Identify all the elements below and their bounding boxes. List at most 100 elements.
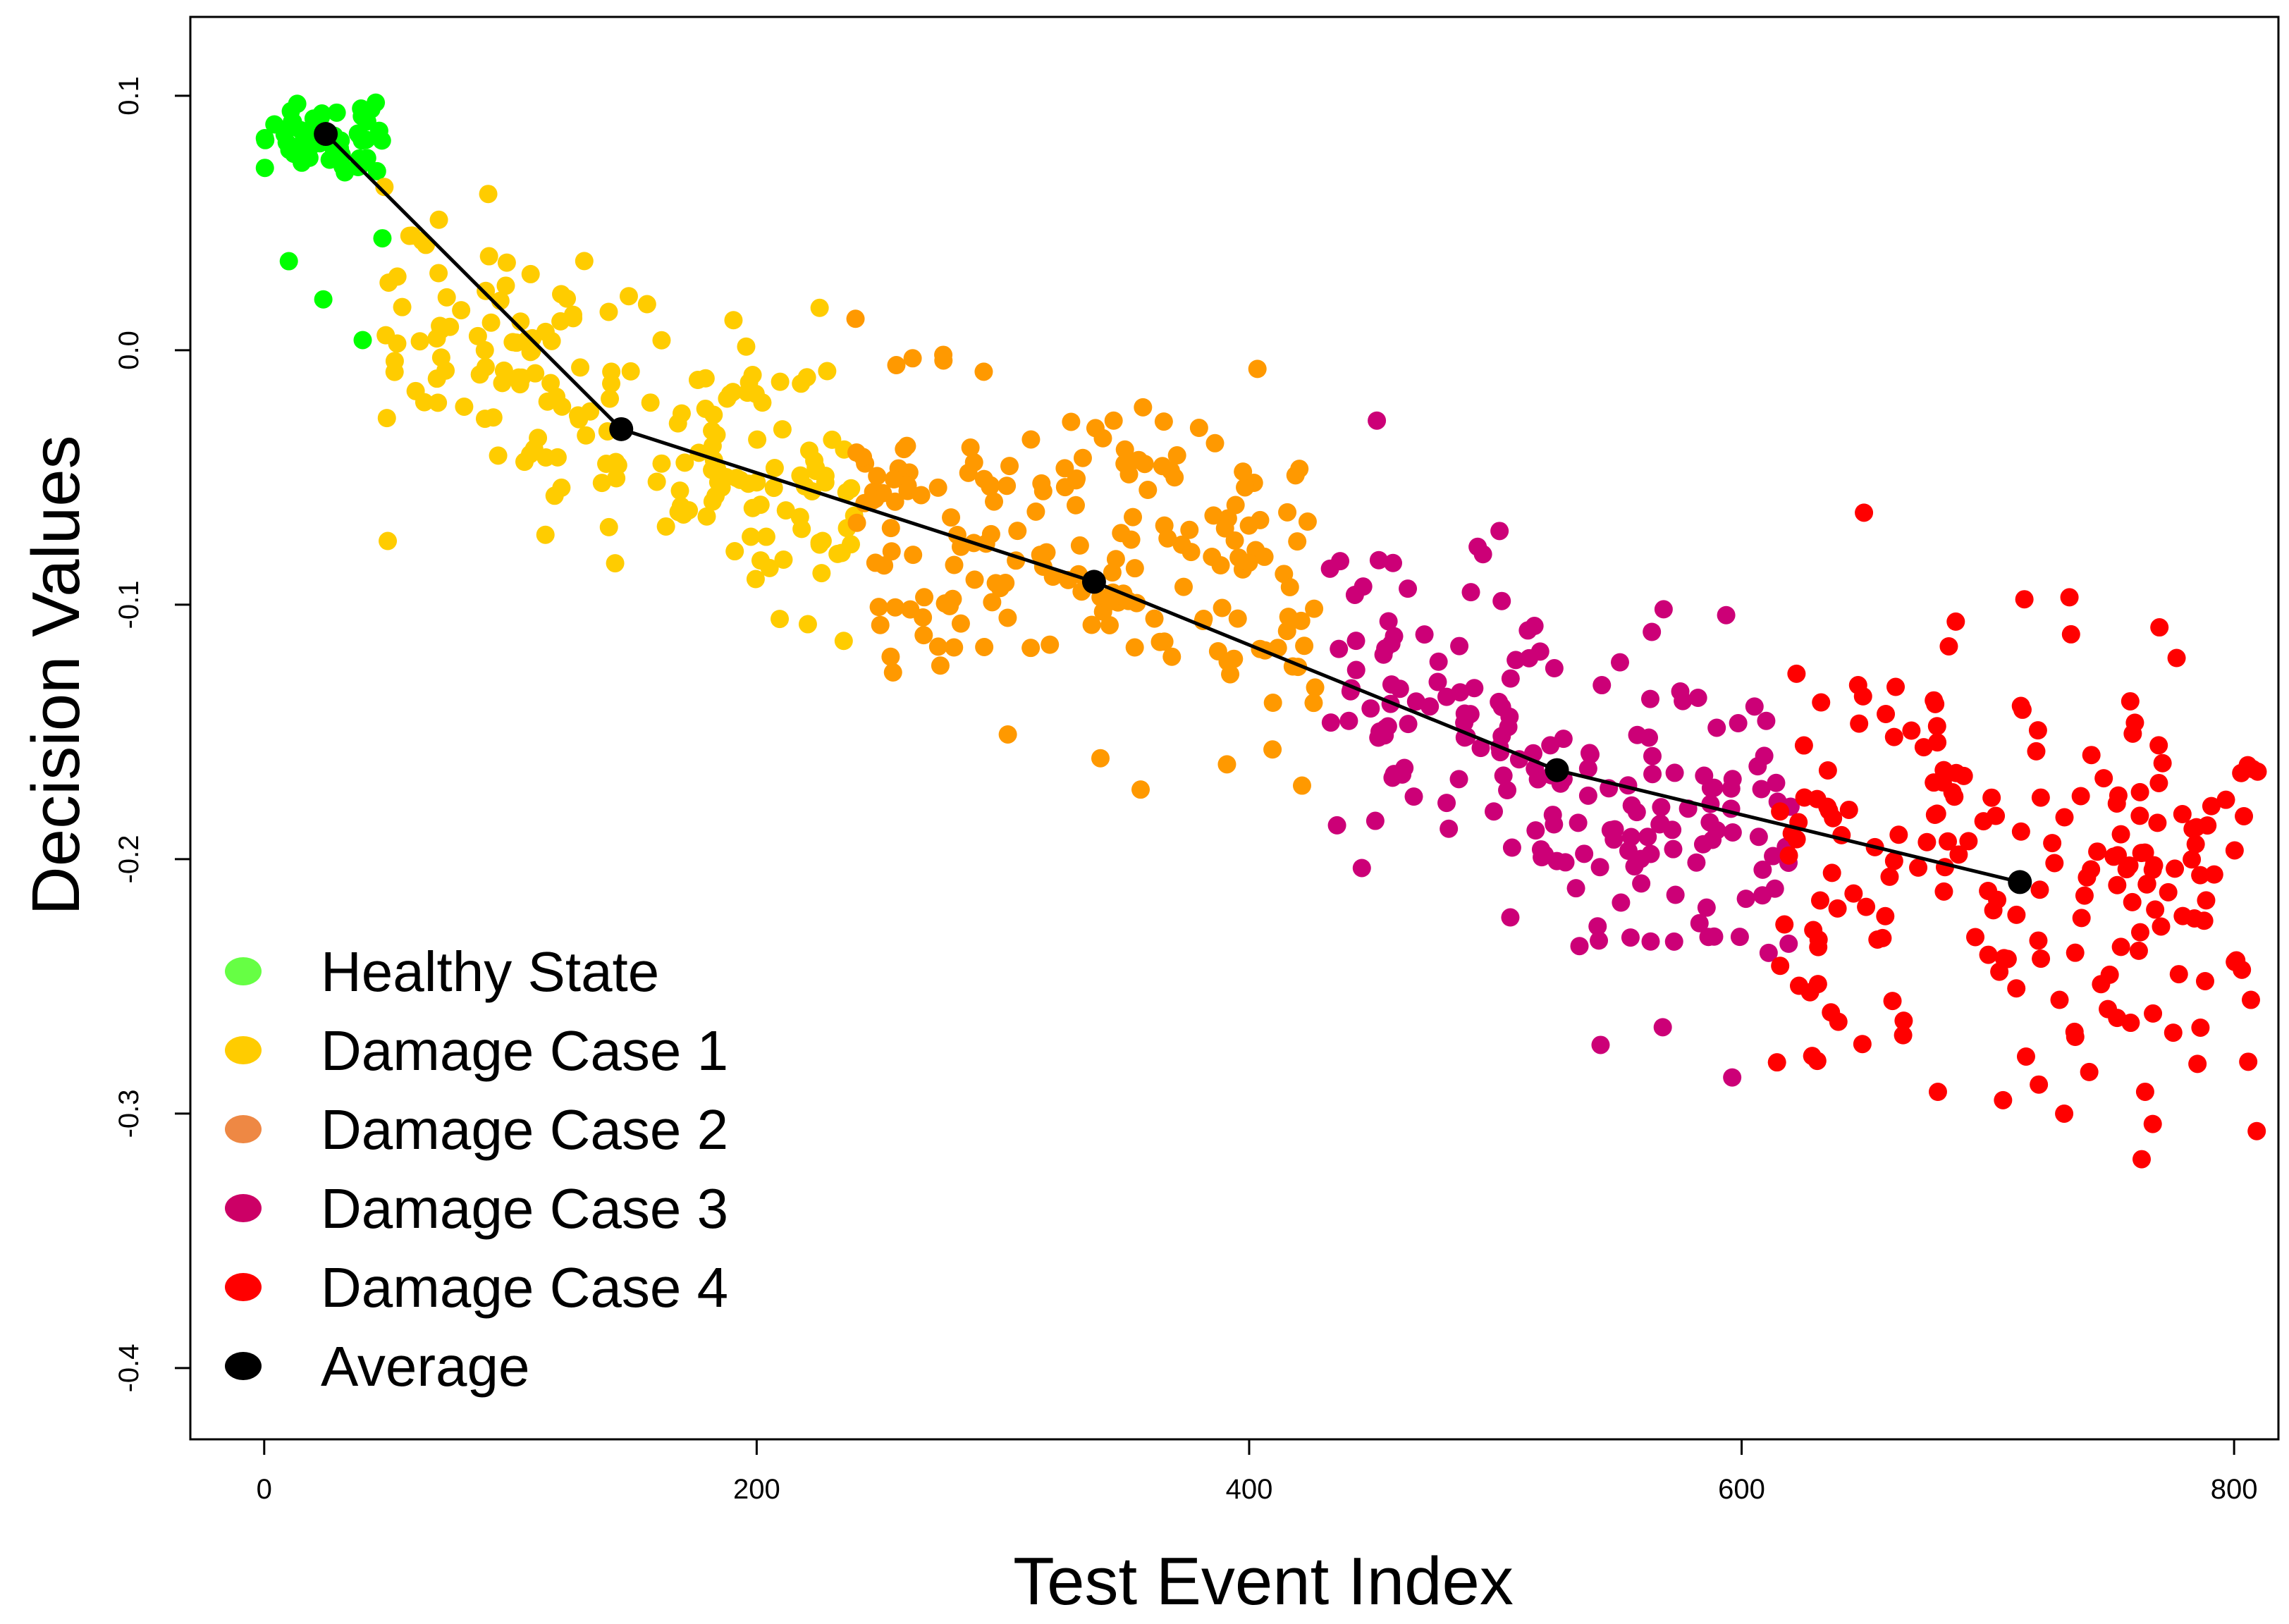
point-damage-case-1 bbox=[743, 366, 762, 385]
point-damage-case-2 bbox=[1021, 639, 1041, 658]
point-damage-case-3 bbox=[1664, 839, 1683, 859]
x-tick-label: 800 bbox=[2211, 1474, 2258, 1505]
point-damage-case-4 bbox=[2150, 618, 2169, 637]
point-damage-case-4 bbox=[2075, 886, 2094, 905]
point-damage-case-2 bbox=[898, 476, 917, 496]
point-damage-case-3 bbox=[1755, 746, 1774, 765]
point-damage-case-4 bbox=[1828, 899, 1847, 918]
point-damage-case-3 bbox=[1707, 718, 1726, 737]
point-damage-case-4 bbox=[1853, 1035, 1872, 1054]
point-healthy-state bbox=[279, 252, 298, 271]
point-damage-case-3 bbox=[1395, 758, 1414, 777]
point-damage-case-3 bbox=[1494, 766, 1513, 785]
point-damage-case-3 bbox=[1640, 689, 1659, 708]
point-damage-case-4 bbox=[1857, 897, 1876, 916]
point-damage-case-4 bbox=[2159, 882, 2178, 902]
point-damage-case-1 bbox=[496, 276, 515, 295]
point-damage-case-1 bbox=[552, 285, 571, 304]
point-damage-case-2 bbox=[915, 588, 934, 607]
x-axis-title: Test Event Index bbox=[1013, 1544, 1514, 1619]
point-damage-case-3 bbox=[1621, 828, 1640, 847]
point-damage-case-1 bbox=[828, 544, 847, 563]
legend-item: Damage Case 4 bbox=[225, 1256, 728, 1319]
point-damage-case-4 bbox=[2183, 850, 2202, 869]
point-damage-case-4 bbox=[2007, 905, 2026, 924]
point-damage-case-3 bbox=[1390, 679, 1409, 699]
point-damage-case-3 bbox=[1581, 745, 1600, 764]
point-damage-case-4 bbox=[2144, 856, 2164, 875]
point-damage-case-4 bbox=[2233, 960, 2252, 979]
point-damage-case-1 bbox=[503, 333, 522, 352]
point-damage-case-4 bbox=[1771, 802, 1790, 821]
point-damage-case-1 bbox=[805, 451, 824, 470]
point-damage-case-4 bbox=[2123, 892, 2142, 911]
point-damage-case-3 bbox=[1666, 885, 1685, 904]
point-damage-case-2 bbox=[1290, 460, 1309, 479]
point-damage-case-2 bbox=[1125, 559, 1144, 578]
point-damage-case-2 bbox=[945, 638, 964, 657]
point-damage-case-3 bbox=[1352, 859, 1371, 878]
point-damage-case-1 bbox=[747, 473, 766, 492]
point-damage-case-1 bbox=[385, 352, 404, 371]
point-damage-case-3 bbox=[1376, 719, 1395, 738]
point-healthy-state bbox=[357, 130, 376, 149]
point-damage-case-3 bbox=[1404, 787, 1423, 806]
point-damage-case-4 bbox=[1933, 773, 1952, 792]
y-axis-title: Decision Values bbox=[18, 435, 94, 915]
point-damage-case-1 bbox=[597, 455, 616, 474]
point-damage-case-4 bbox=[2066, 943, 2085, 962]
point-damage-case-2 bbox=[1234, 462, 1253, 481]
point-damage-case-3 bbox=[1327, 816, 1346, 835]
point-damage-case-4 bbox=[1877, 704, 1896, 723]
point-damage-case-3 bbox=[1566, 879, 1585, 898]
point-damage-case-2 bbox=[945, 555, 964, 574]
point-damage-case-3 bbox=[1632, 874, 1651, 893]
point-damage-case-4 bbox=[1829, 1012, 1848, 1031]
point-damage-case-3 bbox=[1330, 639, 1349, 658]
point-damage-case-3 bbox=[1399, 579, 1418, 598]
point-damage-case-3 bbox=[1346, 660, 1366, 679]
point-damage-case-2 bbox=[1288, 532, 1307, 551]
point-damage-case-1 bbox=[841, 479, 860, 498]
point-damage-case-1 bbox=[388, 267, 407, 286]
point-damage-case-4 bbox=[1902, 721, 1921, 740]
point-damage-case-3 bbox=[1590, 858, 1609, 877]
average-point bbox=[609, 417, 634, 441]
point-damage-case-4 bbox=[2016, 1047, 2035, 1066]
point-damage-case-3 bbox=[1506, 651, 1526, 670]
point-damage-case-3 bbox=[1554, 730, 1573, 749]
point-damage-case-3 bbox=[1528, 770, 1547, 789]
point-damage-case-3 bbox=[1440, 819, 1459, 838]
point-damage-case-1 bbox=[834, 632, 853, 651]
point-damage-case-4 bbox=[2092, 975, 2111, 994]
point-damage-case-4 bbox=[2135, 1082, 2154, 1101]
point-damage-case-2 bbox=[942, 508, 961, 527]
point-damage-case-2 bbox=[965, 570, 984, 589]
point-healthy-state bbox=[369, 121, 388, 140]
legend-label: Damage Case 4 bbox=[321, 1256, 728, 1319]
point-damage-case-2 bbox=[1104, 411, 1123, 430]
point-damage-case-1 bbox=[429, 393, 448, 412]
point-damage-case-4 bbox=[2066, 1028, 2085, 1047]
point-damage-case-1 bbox=[670, 481, 689, 500]
point-damage-case-3 bbox=[1610, 653, 1629, 672]
point-damage-case-1 bbox=[521, 343, 540, 362]
point-damage-case-2 bbox=[1182, 543, 1201, 562]
average-point bbox=[2008, 870, 2032, 894]
point-damage-case-1 bbox=[742, 527, 761, 546]
point-damage-case-1 bbox=[656, 517, 675, 536]
y-tick-label: -0.4 bbox=[113, 1343, 145, 1392]
point-damage-case-4 bbox=[2032, 949, 2051, 968]
point-damage-case-1 bbox=[599, 517, 618, 536]
point-damage-case-4 bbox=[2183, 819, 2202, 838]
point-damage-case-1 bbox=[697, 507, 716, 526]
point-damage-case-4 bbox=[2235, 806, 2254, 825]
point-damage-case-2 bbox=[990, 579, 1010, 598]
point-damage-case-2 bbox=[904, 546, 923, 565]
point-damage-case-4 bbox=[1818, 761, 1837, 780]
point-damage-case-3 bbox=[1366, 811, 1385, 830]
point-damage-case-2 bbox=[1203, 547, 1222, 566]
point-damage-case-3 bbox=[1346, 632, 1366, 651]
point-damage-case-4 bbox=[2238, 756, 2257, 775]
point-damage-case-4 bbox=[1808, 1052, 1827, 1071]
